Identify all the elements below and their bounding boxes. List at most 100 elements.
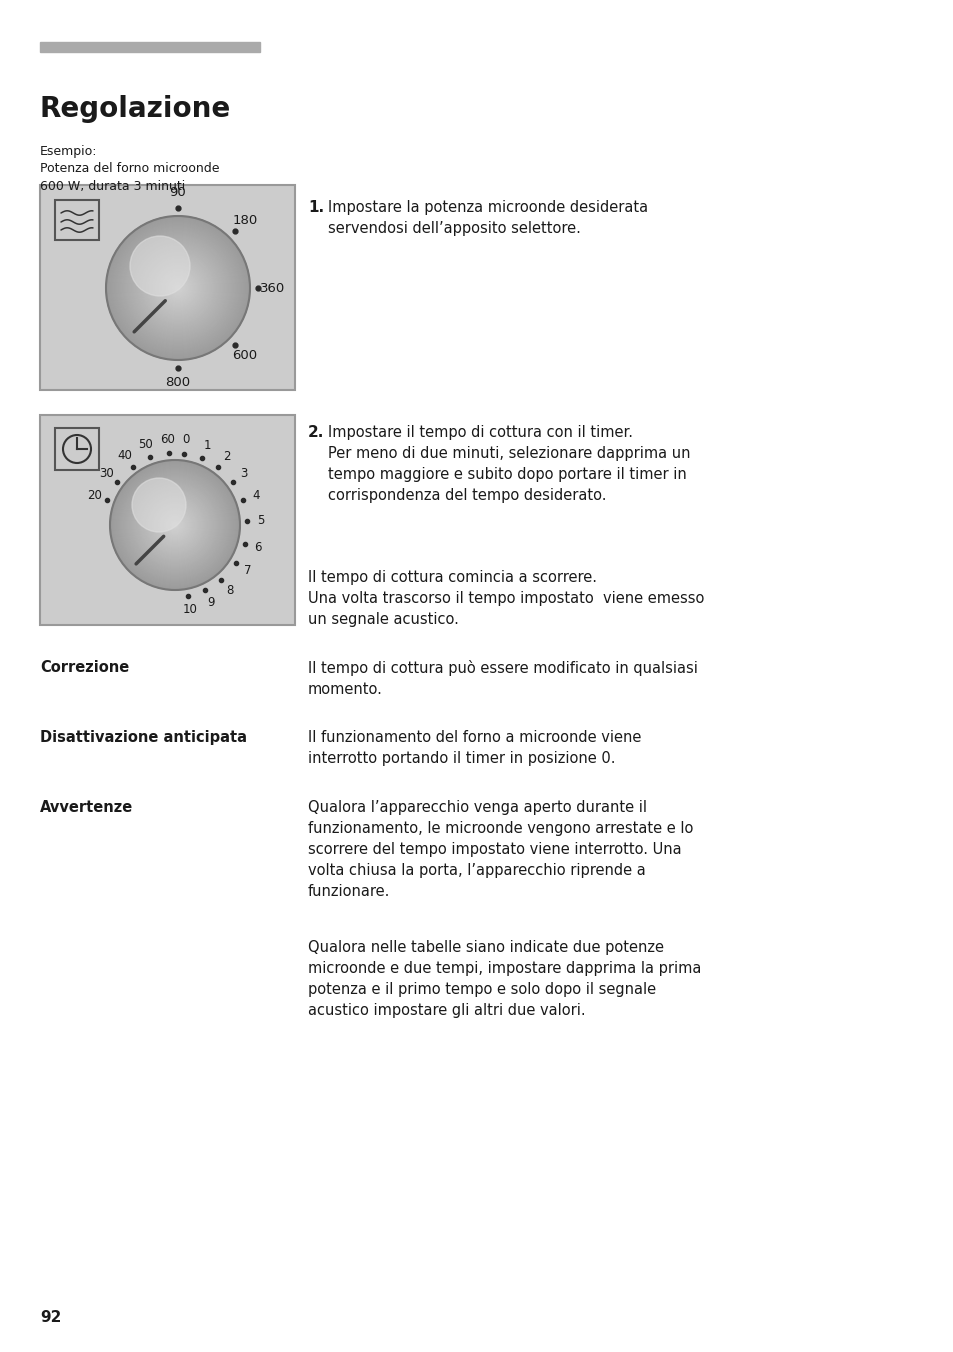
Circle shape	[166, 516, 184, 534]
Circle shape	[175, 287, 180, 289]
Circle shape	[173, 284, 182, 292]
Text: 1: 1	[203, 439, 211, 452]
Circle shape	[106, 216, 250, 360]
Circle shape	[136, 246, 220, 330]
Text: 2.: 2.	[308, 425, 324, 439]
Circle shape	[153, 264, 202, 312]
Circle shape	[132, 483, 216, 566]
Circle shape	[152, 502, 198, 548]
Text: 30: 30	[99, 466, 113, 480]
Circle shape	[124, 475, 226, 576]
Circle shape	[122, 472, 228, 579]
Circle shape	[108, 218, 248, 358]
Circle shape	[172, 522, 178, 529]
Circle shape	[163, 273, 193, 303]
Text: Impostare la potenza microonde desiderata
servendosi dell’apposito selettore.: Impostare la potenza microonde desiderat…	[328, 200, 647, 237]
Text: 7: 7	[244, 564, 252, 577]
Circle shape	[118, 228, 237, 347]
Circle shape	[147, 498, 203, 553]
Circle shape	[133, 484, 215, 566]
Circle shape	[125, 475, 225, 575]
Circle shape	[153, 504, 195, 546]
Circle shape	[112, 222, 244, 354]
Circle shape	[154, 265, 201, 311]
Circle shape	[168, 279, 188, 297]
Circle shape	[117, 227, 239, 349]
Circle shape	[161, 270, 194, 306]
Circle shape	[126, 476, 224, 575]
Circle shape	[172, 283, 183, 293]
Circle shape	[151, 502, 199, 549]
Circle shape	[167, 516, 183, 533]
Text: 3: 3	[240, 466, 247, 480]
Text: Disattivazione anticipata: Disattivazione anticipata	[40, 730, 247, 745]
Circle shape	[119, 469, 231, 581]
Circle shape	[123, 473, 227, 577]
Circle shape	[156, 506, 193, 544]
Circle shape	[147, 257, 209, 319]
Text: 50: 50	[138, 438, 152, 450]
Circle shape	[139, 249, 216, 327]
Circle shape	[163, 512, 187, 537]
Text: Il tempo di cottura comincia a scorrere.
Una volta trascorso il tempo impostato : Il tempo di cottura comincia a scorrere.…	[308, 571, 703, 627]
Circle shape	[140, 250, 215, 326]
Text: 5: 5	[257, 514, 264, 527]
Circle shape	[151, 261, 205, 315]
Text: 40: 40	[117, 449, 132, 462]
Circle shape	[152, 503, 196, 548]
Circle shape	[142, 251, 213, 324]
Circle shape	[115, 465, 234, 585]
Circle shape	[138, 247, 218, 329]
Text: Esempio:
Potenza del forno microonde
600 W, durata 3 minuti: Esempio: Potenza del forno microonde 600…	[40, 145, 219, 193]
Circle shape	[132, 242, 224, 334]
Bar	[40, 415, 294, 625]
Circle shape	[158, 268, 198, 308]
Text: 60: 60	[160, 433, 174, 446]
Circle shape	[150, 500, 200, 550]
Circle shape	[116, 466, 233, 584]
Circle shape	[165, 274, 191, 301]
Circle shape	[145, 495, 205, 556]
Circle shape	[107, 218, 249, 360]
Circle shape	[143, 253, 213, 323]
Text: 600: 600	[233, 349, 257, 362]
Text: 180: 180	[233, 215, 257, 227]
Circle shape	[140, 489, 210, 560]
Circle shape	[132, 483, 218, 568]
Circle shape	[148, 498, 202, 552]
Circle shape	[146, 256, 210, 320]
Circle shape	[171, 281, 185, 295]
Circle shape	[145, 256, 211, 320]
Circle shape	[144, 493, 206, 556]
Circle shape	[152, 262, 204, 314]
Circle shape	[164, 274, 192, 301]
Circle shape	[138, 488, 212, 562]
Circle shape	[110, 460, 240, 589]
Circle shape	[133, 243, 222, 333]
Text: 9: 9	[208, 596, 214, 610]
Circle shape	[128, 479, 222, 572]
Text: Qualora nelle tabelle siano indicate due potenze
microonde e due tempi, impostar: Qualora nelle tabelle siano indicate due…	[308, 940, 700, 1018]
Text: Il tempo di cottura può essere modificato in qualsiasi
momento.: Il tempo di cottura può essere modificat…	[308, 660, 698, 698]
Circle shape	[126, 237, 230, 339]
Circle shape	[174, 285, 181, 291]
Text: Correzione: Correzione	[40, 660, 129, 675]
Circle shape	[130, 241, 226, 337]
Circle shape	[139, 489, 211, 561]
Circle shape	[136, 485, 213, 564]
Circle shape	[142, 492, 208, 558]
Circle shape	[166, 276, 190, 300]
Circle shape	[129, 479, 221, 571]
Text: 800: 800	[165, 376, 191, 389]
Circle shape	[173, 525, 175, 526]
Circle shape	[119, 228, 236, 347]
Circle shape	[149, 499, 201, 552]
Circle shape	[159, 508, 191, 541]
Circle shape	[130, 237, 190, 296]
Circle shape	[169, 519, 181, 531]
Circle shape	[141, 251, 214, 324]
Text: 90: 90	[170, 187, 186, 200]
Circle shape	[172, 523, 177, 527]
Circle shape	[122, 233, 233, 343]
Circle shape	[159, 269, 196, 307]
